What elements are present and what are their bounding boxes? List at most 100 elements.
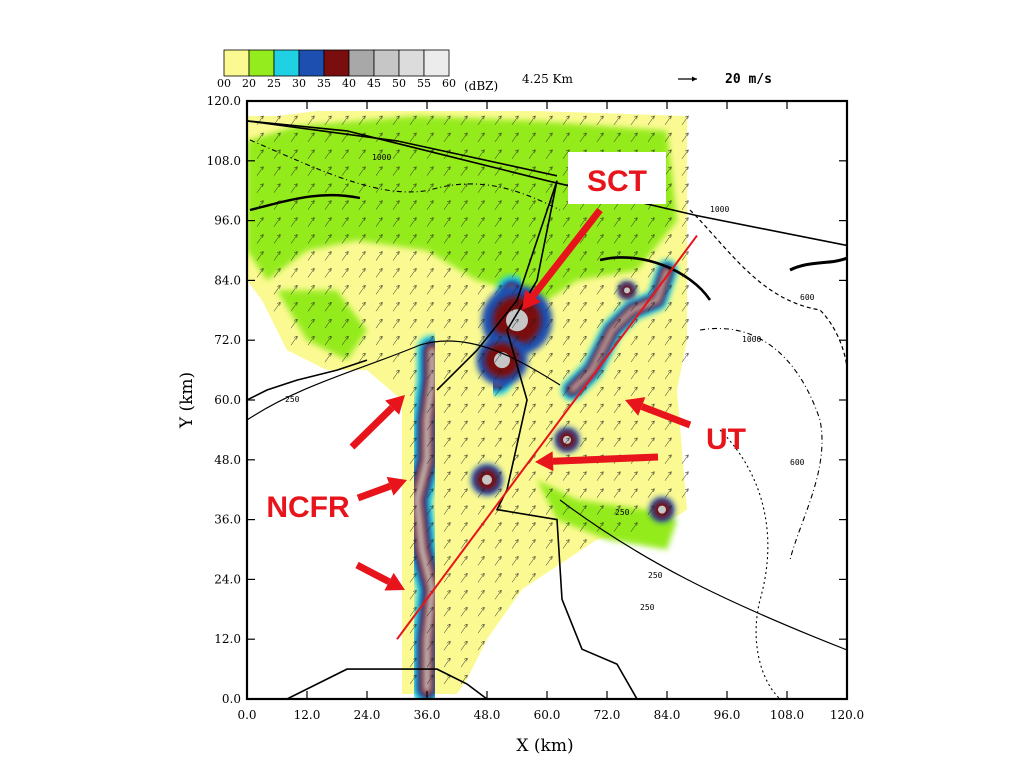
wind-vector xyxy=(494,437,502,447)
wind-vector-head xyxy=(464,437,468,442)
echo-cell xyxy=(658,505,666,514)
wind-vector-head xyxy=(396,335,400,340)
wind-vector-head xyxy=(362,217,366,221)
wind-vector xyxy=(426,556,434,566)
wind-vector xyxy=(494,590,502,600)
wind-vector-head xyxy=(566,505,570,509)
wind-vector xyxy=(579,437,587,447)
wind-vector xyxy=(375,268,383,278)
wind-vector xyxy=(494,607,502,617)
wind-vector-head xyxy=(362,285,366,289)
wind-vector-head xyxy=(668,352,672,357)
wind-vector xyxy=(409,488,417,498)
wind-vector-head xyxy=(277,115,281,120)
wind-vector-head xyxy=(464,573,468,577)
colorbar-swatch xyxy=(323,49,350,77)
wind-vector xyxy=(613,302,621,312)
wind-vector-head xyxy=(430,403,434,408)
echo-cell xyxy=(506,309,528,332)
wind-vector xyxy=(681,200,689,210)
wind-vector xyxy=(494,149,502,159)
wind-vector-head xyxy=(294,268,298,272)
wind-vector xyxy=(681,217,689,227)
wind-vector xyxy=(460,674,468,685)
wind-vector xyxy=(426,657,434,668)
wind-vector xyxy=(545,183,553,193)
wind-vector-head xyxy=(345,318,349,323)
wind-vector-head xyxy=(430,573,434,577)
wind-vector xyxy=(460,505,468,515)
contour-line xyxy=(719,429,781,699)
wind-vector xyxy=(528,217,536,227)
wind-vector xyxy=(392,166,400,176)
wind-vector xyxy=(358,115,366,126)
colorbar-swatch xyxy=(248,49,275,77)
wind-vector xyxy=(443,539,451,549)
colorbar-tick-label: 00 xyxy=(217,77,231,90)
wind-vector-head xyxy=(464,268,468,272)
wind-vector-head xyxy=(447,573,451,577)
wind-vector-head xyxy=(668,251,672,255)
wind-vector xyxy=(664,420,672,431)
wind-vector-head xyxy=(515,183,519,188)
wind-vector xyxy=(256,200,264,210)
wind-vector-head xyxy=(379,352,383,357)
wind-vector-head xyxy=(498,268,502,272)
wind-vector-head xyxy=(464,403,468,408)
wind-vector-head xyxy=(532,386,536,391)
wind-vector xyxy=(528,132,536,143)
wind-vector-head xyxy=(413,234,417,238)
wind-vector-head xyxy=(566,285,570,289)
wind-vector-head xyxy=(294,217,298,221)
wind-vector-head xyxy=(294,234,298,238)
wind-vector xyxy=(579,302,587,312)
wind-vector xyxy=(358,251,366,261)
wind-vector-head xyxy=(651,268,655,272)
wind-vector-head xyxy=(532,505,536,509)
wind-vector xyxy=(511,522,519,532)
wind-vector xyxy=(375,166,383,176)
wind-vector xyxy=(409,471,417,481)
annotation-arrowhead xyxy=(385,395,405,415)
wind-vector xyxy=(477,437,485,447)
wind-vector-head xyxy=(447,454,451,459)
wind-vector xyxy=(664,505,672,515)
wind-vector xyxy=(681,302,689,312)
wind-vector xyxy=(511,386,519,397)
y-axis-label: Y (km) xyxy=(177,372,197,429)
wind-vector xyxy=(324,268,332,278)
wind-vector xyxy=(664,234,672,244)
wind-vector xyxy=(426,437,434,447)
wind-vector xyxy=(443,607,451,617)
wind-vector xyxy=(409,505,417,515)
wind-vector-head xyxy=(532,369,536,374)
wind-vector xyxy=(511,115,519,126)
wind-vector xyxy=(307,200,315,210)
wind-vector-head xyxy=(498,573,502,577)
wind-vector xyxy=(426,403,434,414)
wind-vector xyxy=(426,285,434,295)
wind-vector xyxy=(630,369,638,380)
wind-vector-head xyxy=(430,115,434,120)
wind-vector xyxy=(630,251,638,261)
wind-vector xyxy=(630,268,638,278)
wind-vector xyxy=(256,149,264,159)
wind-vector-head xyxy=(464,217,468,221)
wind-vector-head xyxy=(566,522,570,526)
wind-vector-head xyxy=(583,132,587,137)
wind-vector xyxy=(443,573,451,583)
wind-vector xyxy=(664,352,672,363)
wind-vector xyxy=(375,251,383,261)
wind-vector-head xyxy=(515,234,519,238)
wind-vector xyxy=(664,217,672,227)
contour-line xyxy=(247,340,561,421)
wind-vector xyxy=(460,183,468,193)
colorbar-tick-label: 30 xyxy=(292,77,306,90)
wind-vector xyxy=(477,352,485,363)
wind-vector xyxy=(477,641,485,651)
wind-vector xyxy=(443,166,451,176)
wind-vector-head xyxy=(566,234,570,238)
contour-label: 1000 xyxy=(742,335,761,344)
wind-vector xyxy=(290,183,298,193)
wind-vector xyxy=(477,234,485,244)
